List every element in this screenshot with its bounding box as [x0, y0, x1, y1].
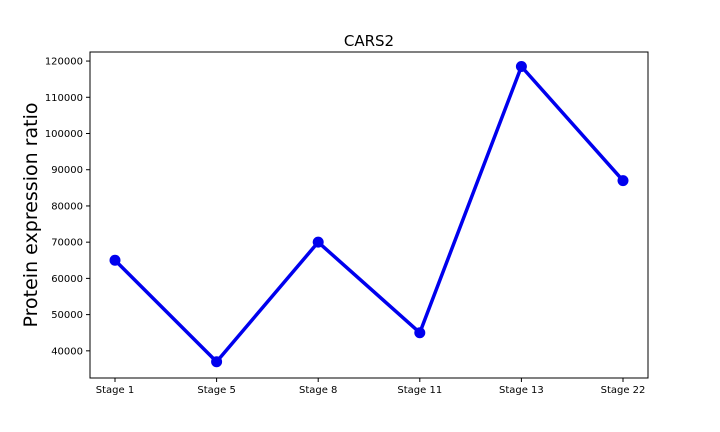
y-tick-label: 80000 [51, 201, 83, 212]
y-tick-label: 50000 [51, 310, 83, 321]
x-tick-label: Stage 11 [397, 385, 442, 396]
y-tick-label: 60000 [51, 274, 83, 285]
y-tick-label: 90000 [51, 165, 83, 176]
y-tick-label: 120000 [45, 57, 83, 68]
y-tick-label: 100000 [45, 129, 83, 140]
x-axis: Stage 1 Stage 5 Stage 8 Stage 11 Stage 13 Sta… [96, 378, 646, 396]
chart-title: CARS2 [344, 32, 394, 50]
x-tick-label: Stage 13 [499, 385, 544, 396]
data-point [617, 175, 629, 187]
y-axis-label: Protein expression ratio [20, 103, 42, 328]
data-point [312, 236, 324, 248]
y-tick-label: 40000 [51, 346, 83, 357]
y-axis: 40000 50000 60000 70000 80000 90000 100000 1100… [45, 57, 90, 357]
x-tick-label: Stage 1 [96, 385, 134, 396]
data-point [515, 60, 527, 72]
x-tick-label: Stage 5 [197, 385, 235, 396]
plot-area [89, 51, 649, 379]
data-point [211, 356, 223, 368]
x-tick-label: Stage 22 [601, 385, 646, 396]
y-tick-label: 70000 [51, 238, 83, 249]
data-point [414, 327, 426, 339]
x-tick-label: Stage 8 [299, 385, 337, 396]
series-line [113, 64, 625, 364]
data-points [109, 60, 629, 368]
y-tick-label: 110000 [45, 93, 83, 104]
data-point [109, 254, 121, 266]
